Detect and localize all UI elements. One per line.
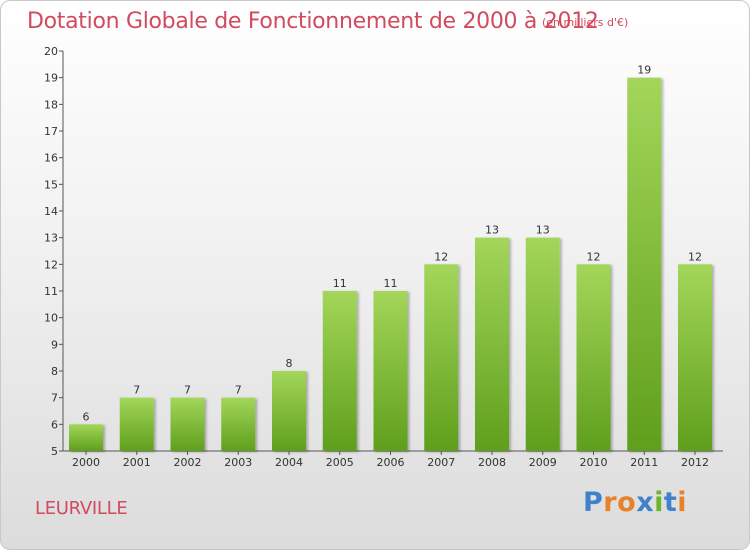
- logo-letter: o: [617, 487, 637, 518]
- x-tick-label: 2000: [72, 456, 100, 469]
- bar: [221, 397, 256, 451]
- data-label: 11: [333, 277, 347, 290]
- logo-letter: P: [583, 487, 604, 518]
- bar: [373, 291, 408, 451]
- y-tick-label: 9: [51, 338, 58, 351]
- y-tick-label: 18: [44, 98, 58, 111]
- data-label: 12: [688, 250, 702, 263]
- x-tick-label: 2001: [123, 456, 151, 469]
- data-label: 11: [384, 277, 398, 290]
- chart-subtitle: (en milliers d'€): [542, 16, 629, 29]
- bar: [525, 237, 560, 451]
- y-tick-label: 16: [44, 152, 58, 165]
- y-tick-label: 8: [51, 365, 58, 378]
- y-tick-label: 17: [44, 125, 58, 138]
- data-label: 6: [83, 410, 90, 423]
- x-tick-label: 2006: [377, 456, 405, 469]
- bar: [627, 77, 662, 452]
- bar: [678, 264, 712, 451]
- bar: [322, 291, 357, 451]
- logo-letter: r: [603, 487, 618, 518]
- x-tick-label: 2009: [529, 456, 557, 469]
- x-tick-label: 2003: [224, 456, 252, 469]
- logo-letter: i: [654, 487, 664, 518]
- x-tick-label: 2007: [427, 456, 455, 469]
- logo-letter: x: [636, 487, 655, 518]
- proxiti-logo: Proxiti: [583, 487, 687, 518]
- y-tick-label: 10: [44, 312, 58, 325]
- logo-letter: t: [663, 487, 678, 518]
- y-tick-label: 5: [51, 445, 58, 458]
- data-label: 8: [286, 357, 293, 370]
- bar: [119, 397, 154, 451]
- x-tick-label: 2011: [630, 456, 658, 469]
- logo-letter: i: [677, 487, 688, 518]
- data-label: 13: [485, 224, 499, 237]
- bar: [272, 371, 306, 451]
- x-tick-label: 2010: [580, 456, 608, 469]
- chart-title: Dotation Globale de Fonctionnement de 20…: [27, 9, 599, 34]
- y-tick-label: 11: [44, 285, 58, 298]
- y-tick-label: 20: [44, 45, 58, 58]
- bar: [475, 237, 509, 451]
- bar: [69, 424, 103, 451]
- x-tick-label: 2008: [478, 456, 506, 469]
- data-label: 7: [235, 384, 242, 397]
- x-tick-label: 2002: [174, 456, 202, 469]
- y-tick-label: 14: [44, 205, 58, 218]
- data-label: 13: [536, 224, 550, 237]
- x-tick-label: 2004: [275, 456, 303, 469]
- y-tick-label: 6: [51, 418, 58, 431]
- x-tick-label: 2005: [326, 456, 354, 469]
- data-label: 7: [133, 384, 140, 397]
- y-tick-label: 15: [44, 178, 58, 191]
- commune-name: LEURVILLE: [35, 498, 128, 519]
- x-tick-label: 2012: [681, 456, 709, 469]
- bar: [424, 264, 459, 451]
- data-label: 19: [637, 64, 651, 77]
- data-label: 7: [184, 384, 191, 397]
- y-tick-label: 13: [44, 232, 58, 245]
- bar: [170, 397, 205, 451]
- y-tick-label: 7: [51, 392, 58, 405]
- data-label: 12: [434, 250, 448, 263]
- y-tick-label: 12: [44, 258, 58, 271]
- bar: [576, 264, 611, 451]
- y-tick-label: 19: [44, 72, 58, 85]
- data-label: 12: [587, 250, 601, 263]
